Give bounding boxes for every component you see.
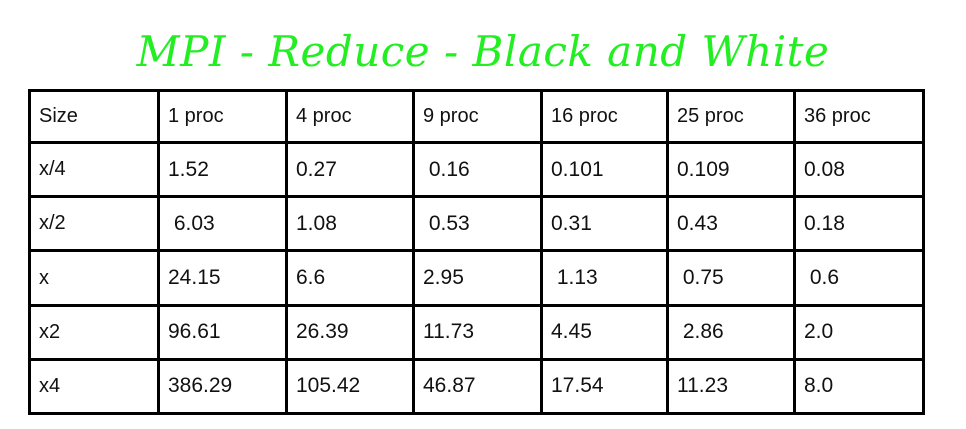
table-cell: 0.101: [540, 141, 669, 199]
table-cell: 96.61: [157, 303, 288, 361]
table-cell: 0.109: [666, 141, 796, 199]
row-label: x: [28, 249, 160, 307]
table-cell: 26.39: [285, 303, 415, 361]
header-cell: 16 proc: [540, 88, 669, 145]
row-label: x4: [28, 357, 160, 416]
table-cell: 2.95: [412, 249, 543, 307]
header-row: Size 1 proc 4 proc 9 proc 16 proc 25 pro…: [28, 88, 925, 145]
table-cell: 6.03: [157, 195, 288, 253]
table-cell: 0.16: [412, 141, 543, 199]
table-cell: 4.45: [540, 303, 669, 361]
table-cell: 1.13: [540, 249, 669, 307]
table-cell: 8.0: [793, 357, 925, 416]
table-cell: 6.6: [285, 249, 415, 307]
table-cell: 2.86: [666, 303, 796, 361]
table-cell: 46.87: [412, 357, 543, 416]
table-cell: 0.18: [793, 195, 925, 253]
table-cell: 0.6: [793, 249, 925, 307]
table-cell: 2.0: [793, 303, 925, 361]
table-cell: 24.15: [157, 249, 288, 307]
table-cell: 17.54: [540, 357, 669, 416]
table-cell: 105.42: [285, 357, 415, 416]
table-row: x/2 6.03 1.08 0.53 0.31 0.43 0.18: [28, 195, 925, 253]
header-cell: 9 proc: [412, 88, 543, 145]
row-label: x2: [28, 303, 160, 361]
table-cell: 0.43: [666, 195, 796, 253]
page-title: MPI - Reduce - Black and White: [136, 27, 830, 76]
row-label: x/2: [28, 195, 160, 253]
table-cell: 11.73: [412, 303, 543, 361]
header-cell: 4 proc: [285, 88, 415, 145]
header-cell: Size: [28, 88, 160, 145]
table-cell: 1.08: [285, 195, 415, 253]
table-cell: 0.31: [540, 195, 669, 253]
table-row: x4 386.29 105.42 46.87 17.54 11.23 8.0: [28, 357, 925, 416]
row-label: x/4: [28, 141, 160, 199]
table-cell: 1.52: [157, 141, 288, 199]
table-cell: 0.27: [285, 141, 415, 199]
table-cell: 11.23: [666, 357, 796, 416]
results-table: Size 1 proc 4 proc 9 proc 16 proc 25 pro…: [28, 88, 925, 416]
table-row: x 24.15 6.6 2.95 1.13 0.75 0.6: [28, 249, 925, 307]
table-cell: 0.08: [793, 141, 925, 199]
table-row: x2 96.61 26.39 11.73 4.45 2.86 2.0: [28, 303, 925, 361]
table-row: x/4 1.52 0.27 0.16 0.101 0.109 0.08: [28, 141, 925, 199]
table-cell: 0.53: [412, 195, 543, 253]
header-cell: 25 proc: [666, 88, 796, 145]
header-cell: 36 proc: [793, 88, 925, 145]
table-cell: 386.29: [157, 357, 288, 416]
table-cell: 0.75: [666, 249, 796, 307]
header-cell: 1 proc: [157, 88, 288, 145]
